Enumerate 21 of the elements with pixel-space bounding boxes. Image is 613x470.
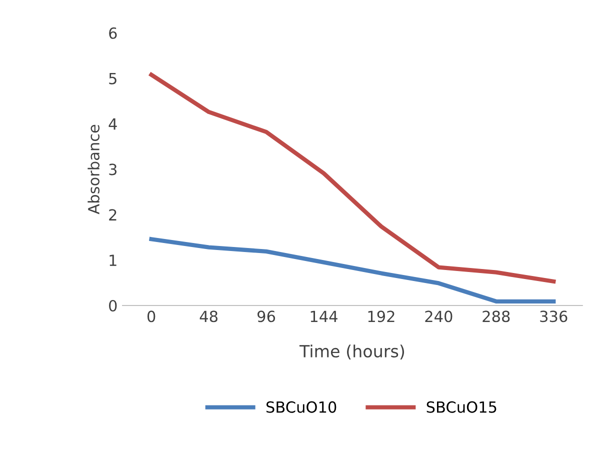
y-tick-label: 6	[109, 27, 117, 39]
legend-label: SBCuO10	[266, 401, 336, 413]
legend-label: SBCuO15	[426, 401, 496, 413]
x-tick-label: 336	[540, 310, 568, 322]
x-tick-label: 0	[147, 310, 156, 322]
y-tick-label: 5	[109, 73, 116, 84]
y-tick-label: 0	[109, 300, 117, 312]
line-series	[149, 237, 556, 304]
y-tick-label: 4	[108, 118, 117, 130]
x-tick-label: 96	[258, 310, 276, 322]
x-tick-label: 48	[200, 310, 218, 322]
x-tick-label: 240	[425, 310, 452, 322]
y-tick-label: 1	[110, 254, 116, 266]
line-series	[149, 72, 556, 284]
y-tick-label: 3	[109, 164, 117, 176]
x-axis-title: Time (hours)	[299, 344, 404, 360]
y-axis-title: Absorbance	[88, 124, 100, 214]
x-tick-label: 144	[310, 310, 338, 322]
x-tick-label: 288	[482, 310, 510, 322]
x-tick-label: 192	[368, 310, 394, 322]
y-tick-label: 2	[109, 209, 116, 220]
